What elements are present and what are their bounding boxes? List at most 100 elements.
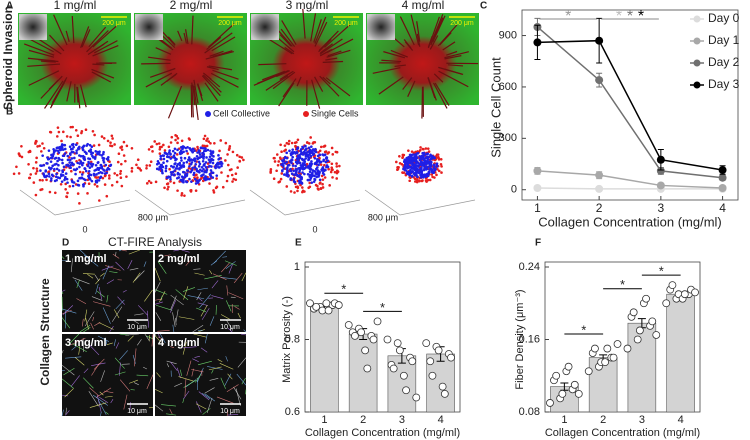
single-cell bbox=[196, 145, 199, 149]
collective-cell bbox=[281, 169, 284, 173]
fiber bbox=[169, 408, 173, 415]
fiber bbox=[233, 272, 243, 284]
collective-cell bbox=[165, 159, 169, 163]
single-cell bbox=[155, 142, 159, 146]
fiber bbox=[196, 292, 202, 301]
collective-cell bbox=[173, 151, 177, 155]
collective-cell bbox=[90, 145, 94, 149]
plot-axis bbox=[134, 189, 246, 216]
collective-cell bbox=[303, 172, 306, 176]
collective-cell bbox=[61, 170, 65, 174]
invasion-strand bbox=[212, 50, 233, 58]
collective-cell bbox=[198, 168, 202, 172]
collective-cell bbox=[191, 147, 195, 151]
invasion-strand bbox=[262, 70, 286, 81]
collective-cell bbox=[204, 166, 208, 169]
x-tick-label: 4 bbox=[438, 414, 444, 426]
data-point bbox=[613, 340, 622, 348]
single-cell bbox=[169, 180, 172, 183]
collective-cell bbox=[306, 172, 310, 176]
single-cell bbox=[175, 153, 179, 156]
collective-cell bbox=[406, 163, 409, 166]
bar bbox=[666, 293, 695, 413]
invasion-strand bbox=[76, 86, 79, 103]
invasion-strand bbox=[65, 30, 70, 42]
collective-cell bbox=[183, 171, 186, 174]
fiber bbox=[61, 256, 65, 260]
collective-cell bbox=[210, 171, 214, 174]
invasion-strand bbox=[92, 25, 118, 48]
single-cell bbox=[64, 182, 68, 186]
single-cell bbox=[324, 150, 328, 153]
fiber bbox=[216, 396, 234, 404]
concentration-label: 3 mg/ml bbox=[65, 337, 107, 349]
collective-cell bbox=[316, 157, 319, 161]
collective-cell bbox=[431, 155, 435, 159]
data-point bbox=[570, 380, 579, 389]
single-cell bbox=[176, 189, 179, 192]
invasion-strand bbox=[313, 19, 322, 43]
data-point bbox=[564, 362, 573, 371]
collective-cell bbox=[78, 145, 81, 149]
single-cell bbox=[439, 157, 443, 161]
collective-cell bbox=[88, 178, 92, 181]
fiber bbox=[194, 272, 205, 276]
single-cell bbox=[170, 135, 174, 139]
single-cell bbox=[95, 176, 98, 179]
data-point bbox=[434, 346, 443, 355]
collective-cell bbox=[61, 154, 65, 158]
single-cell bbox=[316, 184, 319, 188]
fiber bbox=[158, 333, 161, 338]
collective-cell bbox=[309, 154, 313, 158]
fiber bbox=[241, 272, 247, 282]
invasion-strand bbox=[24, 43, 55, 56]
collective-cell bbox=[102, 157, 105, 160]
invasion-strand bbox=[206, 66, 219, 71]
invasion-strand bbox=[212, 69, 239, 80]
fiber bbox=[220, 377, 226, 389]
axis-label: 800 μm bbox=[138, 212, 168, 222]
single-cell bbox=[415, 179, 418, 183]
fiber bbox=[106, 342, 113, 346]
data-point bbox=[633, 335, 642, 344]
single-cell bbox=[317, 188, 320, 191]
fiber bbox=[70, 258, 73, 273]
invasion-strand bbox=[302, 8, 306, 39]
collective-cell bbox=[179, 156, 183, 160]
collective-cell bbox=[69, 166, 72, 170]
fiber bbox=[154, 289, 168, 295]
collective-cell bbox=[295, 169, 298, 173]
invasion-strand bbox=[447, 64, 464, 67]
fiber bbox=[226, 319, 234, 331]
collective-cell bbox=[211, 176, 215, 179]
collective-cell bbox=[283, 155, 287, 159]
single-cell bbox=[167, 145, 171, 149]
collective-cell bbox=[175, 164, 179, 168]
collective-cell bbox=[57, 169, 61, 172]
collective-cell bbox=[190, 161, 194, 164]
data-point bbox=[603, 344, 612, 353]
data-point bbox=[426, 357, 435, 366]
collective-cell bbox=[39, 169, 42, 172]
fiber bbox=[226, 410, 229, 417]
single-cell bbox=[115, 180, 119, 184]
collective-cell bbox=[403, 159, 406, 163]
collective-cell bbox=[170, 164, 173, 168]
fiber bbox=[227, 414, 239, 416]
collective-cell bbox=[185, 149, 188, 153]
data-point bbox=[438, 382, 447, 391]
collective-cell bbox=[292, 169, 295, 173]
invasion-strand bbox=[48, 34, 65, 52]
single-cell bbox=[408, 179, 411, 183]
single-cell bbox=[100, 135, 104, 138]
single-cell bbox=[66, 191, 69, 195]
collective-cell bbox=[293, 173, 296, 177]
collective-cell bbox=[52, 147, 55, 151]
invasion-strand bbox=[429, 35, 439, 50]
single-cell bbox=[203, 134, 207, 138]
y-tick-label: 900 bbox=[499, 29, 517, 41]
invasion-strand bbox=[202, 72, 212, 80]
collective-cell bbox=[93, 157, 97, 160]
collective-cell bbox=[290, 172, 294, 176]
fiber bbox=[99, 391, 104, 396]
